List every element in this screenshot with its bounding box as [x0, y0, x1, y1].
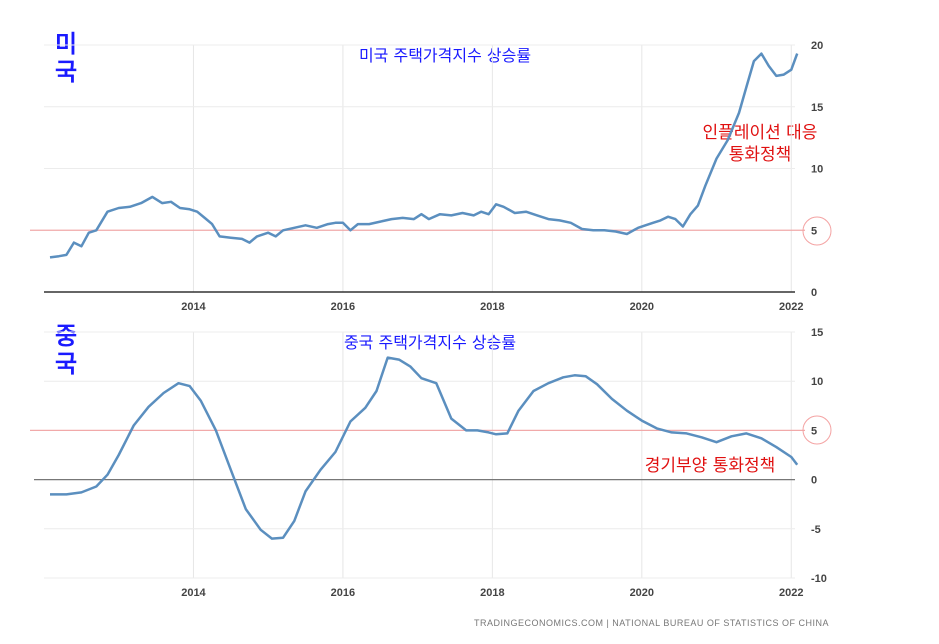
- cn-x-tick-2014: 2014: [181, 587, 206, 599]
- cn-chart: 중 국 중국 주택가격지수 상승률 경기부양 통화정책 151050-5-10 …: [30, 321, 832, 628]
- us-x-tick-2014: 2014: [181, 301, 206, 313]
- us-y-tick-5: 5: [811, 225, 817, 237]
- cn-y-tick-15: 15: [811, 327, 823, 339]
- cn-x-tick-2020: 2020: [630, 587, 654, 599]
- us-y-ticks: 0 5 10 15 20: [811, 40, 823, 299]
- cn-gridlines: [30, 331, 805, 579]
- us-y-tick-20: 20: [811, 40, 823, 52]
- us-x-tick-2016: 2016: [331, 301, 355, 313]
- cn-country-label-line2: 국: [55, 349, 77, 378]
- cn-y-tick--10: -10: [811, 573, 827, 585]
- us-gridlines: [30, 44, 805, 293]
- cn-y-tick-10: 10: [811, 376, 823, 388]
- cn-y-tick-5: 5: [811, 425, 817, 437]
- us-x-ticks: 2014 2016 2018 2020 2022: [181, 301, 803, 313]
- cn-x-ticks: 2014 2016 2018 2020 2022: [181, 587, 803, 599]
- us-country-label: 미 국: [55, 29, 85, 86]
- cn-y-ticks: 15 10 5 0 -5 -10: [811, 327, 827, 585]
- cn-x-tick-2022: 2022: [779, 587, 803, 599]
- cn-country-label-line1: 중: [55, 321, 77, 350]
- us-country-label-line2: 국: [55, 57, 77, 86]
- cn-x-tick-2018: 2018: [480, 587, 504, 599]
- us-y-tick-10: 10: [811, 164, 823, 176]
- source-credit: TRADINGECONOMICS.COM | NATIONAL BUREAU O…: [474, 618, 829, 628]
- us-country-label-line1: 미: [55, 29, 77, 58]
- cn-chart-title: 중국 주택가격지수 상승률: [344, 333, 516, 352]
- us-y-tick-0: 0: [811, 287, 817, 299]
- us-chart: 미 국 미국 주택가격지수 상승률 인플레이션 대응 통화정책 0 5 10 15 20…: [30, 29, 832, 313]
- us-x-tick-2022: 2022: [779, 301, 803, 313]
- cn-tick-highlight-circle: [802, 415, 832, 445]
- us-chart-title: 미국 주택가격지수 상승률: [359, 46, 531, 65]
- cn-annotation: 경기부양 통화정책: [645, 456, 776, 476]
- us-series-line: [49, 52, 799, 259]
- cn-y-tick--5: -5: [811, 524, 821, 536]
- cn-country-label: 중 국: [55, 321, 85, 378]
- cn-y-tick-0: 0: [811, 475, 817, 487]
- us-annotation-line1: 인플레이션 대응: [703, 123, 818, 143]
- cn-x-tick-2016: 2016: [331, 587, 355, 599]
- us-x-tick-2018: 2018: [480, 301, 504, 313]
- us-x-tick-2020: 2020: [630, 301, 654, 313]
- us-tick-highlight-circle: [802, 216, 832, 246]
- us-annotation-line2: 통화정책: [729, 145, 792, 165]
- us-y-tick-15: 15: [811, 102, 823, 114]
- cn-series-line: [50, 356, 799, 540]
